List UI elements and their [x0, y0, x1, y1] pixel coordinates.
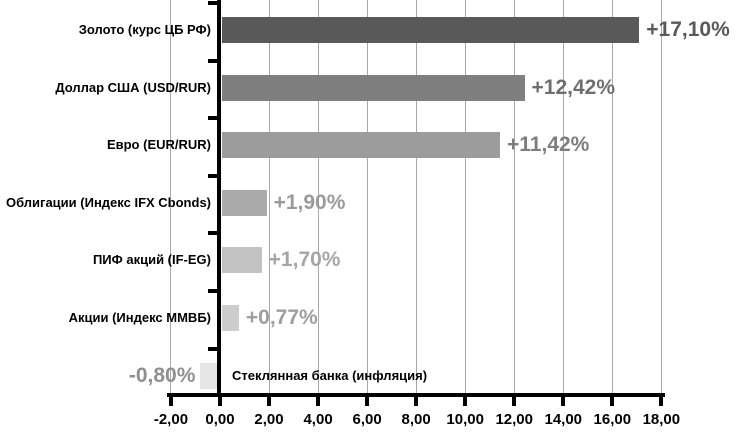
- x-axis-tick: [414, 397, 419, 406]
- x-tick-label: 12,00: [495, 411, 533, 428]
- y-axis-tick: [208, 116, 221, 121]
- gridline: [268, 0, 270, 394]
- value-label: +17,10%: [646, 18, 730, 41]
- y-axis-tick: [208, 173, 221, 178]
- bar: [222, 17, 640, 43]
- y-axis-tick: [208, 231, 221, 236]
- y-axis-tick: [208, 289, 221, 293]
- gridline: [513, 0, 515, 394]
- gridline: [464, 0, 466, 394]
- bar: [222, 74, 525, 101]
- x-axis-tick: [316, 397, 321, 406]
- value-label: +11,42%: [507, 133, 590, 157]
- gridline: [611, 0, 613, 394]
- x-axis-tick: [659, 397, 664, 406]
- x-tick-label: 2,00: [254, 411, 284, 428]
- x-tick-label: 14,00: [544, 411, 583, 428]
- x-axis-tick: [512, 397, 517, 406]
- gridline: [317, 0, 319, 394]
- x-tick-label: 18,00: [642, 411, 681, 428]
- x-axis-tick: [267, 397, 272, 406]
- x-tick-label: 16,00: [593, 411, 632, 428]
- bar: [222, 305, 239, 331]
- x-tick-label: 0,00: [205, 411, 235, 428]
- gridline: [170, 0, 172, 394]
- value-label: +1,70%: [268, 248, 341, 272]
- x-tick-label: -2,00: [153, 411, 189, 428]
- y-axis-tick: [208, 58, 221, 63]
- category-label: Облигации (Индекс IFX Cbonds): [5, 194, 211, 210]
- x-axis: [166, 393, 666, 397]
- x-tick-label: 8,00: [401, 411, 431, 428]
- x-tick-label: 4,00: [303, 411, 333, 428]
- gridline: [366, 0, 368, 394]
- category-label: Золото (курс ЦБ РФ): [78, 22, 211, 37]
- bar: [222, 132, 501, 159]
- value-label: +12,42%: [531, 75, 616, 99]
- gridline: [415, 0, 417, 394]
- gridline: [660, 0, 662, 394]
- x-axis-tick: [561, 397, 566, 406]
- value-label: +0,77%: [245, 306, 318, 329]
- x-axis-tick: [218, 397, 222, 406]
- category-label: Евро (EUR/RUR): [106, 137, 211, 153]
- x-tick-label: 10,00: [446, 411, 484, 428]
- y-axis-tick: [208, 1, 221, 5]
- y-axis-tick: [208, 346, 221, 351]
- x-axis-tick: [463, 397, 468, 406]
- gridline: [562, 0, 564, 394]
- x-tick-label: 6,00: [352, 411, 382, 428]
- value-label: -0,80%: [128, 363, 196, 387]
- y-axis: [217, 0, 221, 397]
- x-axis-tick: [610, 397, 615, 406]
- x-axis-tick: [168, 397, 173, 406]
- category-label: Доллар США (USD/RUR): [55, 79, 211, 95]
- bar: [222, 247, 262, 274]
- category-label: Стеклянная банка (инфляция): [232, 367, 428, 383]
- bar: [200, 362, 218, 389]
- bar: [222, 189, 267, 216]
- category-label: ПИФ акций (IF-EG): [92, 252, 211, 268]
- category-label: Акции (Индекс ММВБ): [68, 310, 211, 325]
- value-label: +1,90%: [273, 190, 346, 214]
- x-axis-tick: [365, 397, 370, 406]
